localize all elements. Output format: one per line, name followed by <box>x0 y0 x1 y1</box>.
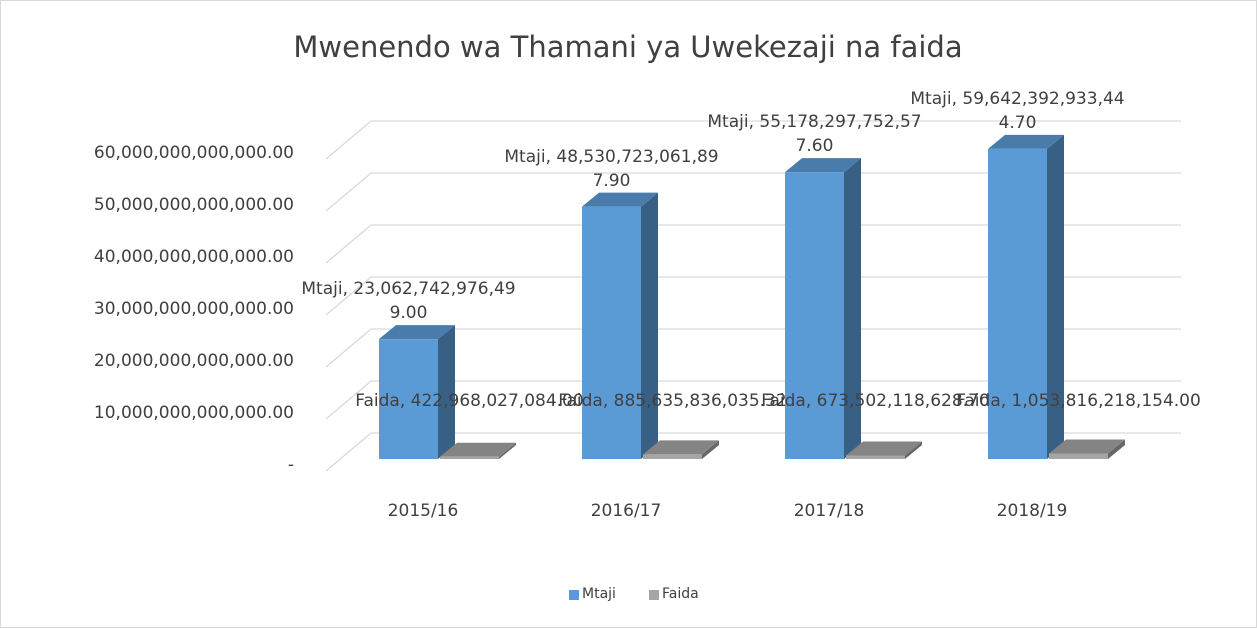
bar-face <box>1108 439 1125 459</box>
bar <box>582 192 658 459</box>
bar <box>846 441 922 459</box>
data-label: Mtaji, 55,178,297,752,577.60 <box>707 112 922 157</box>
bar-face <box>905 441 922 459</box>
legend-label: Mtaji <box>582 586 616 602</box>
data-label: Faida, 673,502,118,628.70 <box>761 391 990 411</box>
bar <box>785 158 861 459</box>
y-tick-label: 60,000,000,000,000.00 <box>94 143 294 163</box>
legend-swatch <box>649 590 659 600</box>
y-tick-label: 50,000,000,000,000.00 <box>94 195 294 215</box>
legend-swatch <box>569 590 579 600</box>
y-tick-label: 30,000,000,000,000.00 <box>94 299 294 319</box>
bar-face <box>702 440 719 459</box>
grid-line <box>325 224 1181 264</box>
data-label: Mtaji, 59,642,392,933,444.70 <box>910 88 1125 133</box>
bar <box>1049 439 1125 459</box>
bar-face <box>844 158 861 459</box>
y-tick-label: 10,000,000,000,000.00 <box>94 403 294 423</box>
x-tick-label: 2016/17 <box>591 501 662 521</box>
bar-face <box>1047 134 1064 459</box>
y-tick-label: 20,000,000,000,000.00 <box>94 351 294 371</box>
legend-label: Faida <box>662 586 699 602</box>
bar-face <box>1049 453 1108 459</box>
bar-face <box>846 441 922 456</box>
x-tick-label: 2015/16 <box>388 501 459 521</box>
y-tick-label: 40,000,000,000,000.00 <box>94 247 294 267</box>
grid-line <box>325 172 1181 212</box>
bar <box>988 134 1064 459</box>
bar-face <box>499 442 516 459</box>
x-tick-label: 2018/19 <box>997 501 1068 521</box>
bar-face <box>440 456 499 459</box>
bar-face <box>785 172 844 459</box>
bar-face <box>785 158 861 173</box>
bar-face <box>1049 439 1125 454</box>
bar-face <box>988 134 1064 149</box>
bar-face <box>641 192 658 459</box>
data-label: Faida, 885,635,836,035.32 <box>558 391 787 411</box>
bar <box>379 325 455 459</box>
y-tick-label: - <box>288 455 294 475</box>
data-label: Faida, 422,968,027,084.00 <box>355 391 584 411</box>
bar <box>643 440 719 459</box>
bar-face <box>582 192 658 207</box>
bar-face <box>379 325 455 340</box>
bar-face <box>379 339 438 459</box>
bar-face <box>988 148 1047 459</box>
data-label: Faida, 1,053,816,218,154.00 <box>956 391 1201 411</box>
bar-face <box>438 325 455 459</box>
bar <box>440 442 516 459</box>
bar-face <box>440 442 516 457</box>
chart-title: Mwenendo wa Thamani ya Uwekezaji na faid… <box>293 30 962 64</box>
data-label: Mtaji, 48,530,723,061,897.90 <box>504 146 719 191</box>
grid-line <box>325 380 1181 420</box>
grid-line <box>325 432 1181 472</box>
bar-face <box>643 454 702 459</box>
bar-face <box>846 455 905 459</box>
bar-face <box>582 206 641 459</box>
grid-line <box>325 276 1181 316</box>
data-label: Mtaji, 23,062,742,976,499.00 <box>301 279 516 324</box>
bar-face <box>643 440 719 455</box>
x-tick-label: 2017/18 <box>794 501 865 521</box>
grid-line <box>325 120 1181 160</box>
grid-line <box>325 328 1181 368</box>
